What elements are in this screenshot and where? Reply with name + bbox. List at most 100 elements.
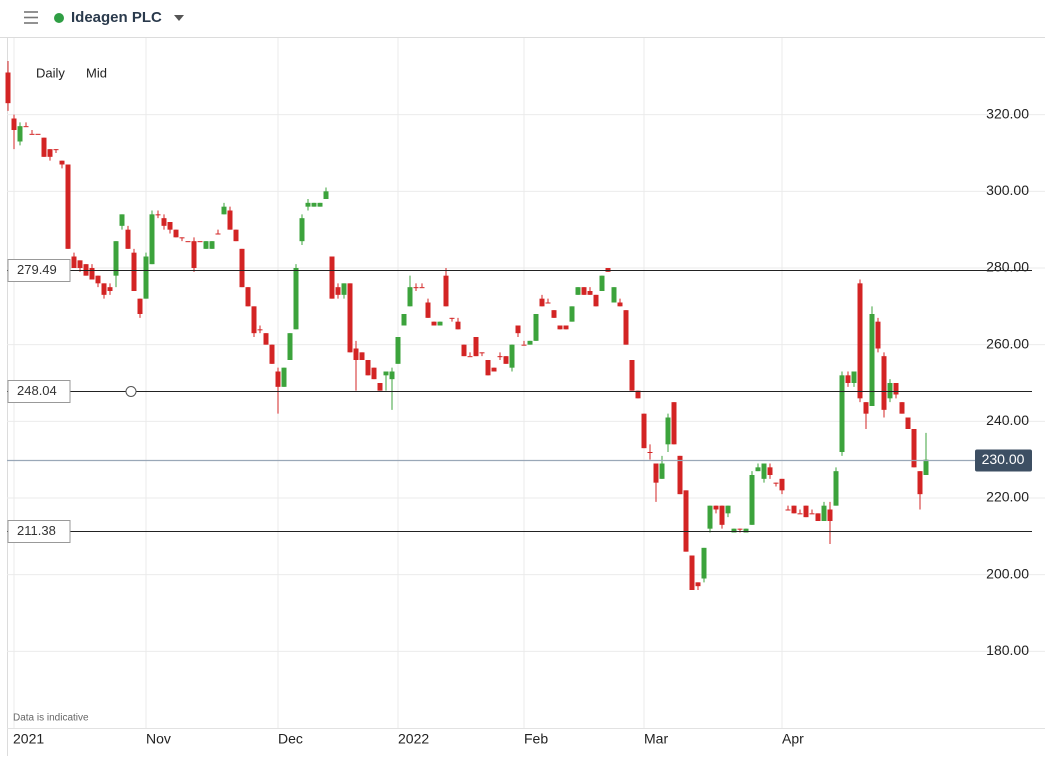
candle-body: [455, 321, 461, 330]
candle-body: [809, 513, 815, 515]
x-tick-label: Apr: [782, 731, 804, 747]
x-tick-label: Mar: [644, 731, 668, 747]
candle-body: [785, 509, 791, 511]
candle-body: [41, 137, 47, 157]
level-label-box: [7, 380, 71, 403]
candle-body: [485, 360, 491, 376]
candle-body: [869, 314, 875, 406]
candle-body: [419, 287, 425, 289]
candle-body: [563, 325, 569, 330]
candle-body: [17, 126, 23, 142]
candle-body: [35, 133, 41, 135]
candle-body: [407, 287, 413, 307]
candle-body: [443, 275, 449, 307]
candle-body: [743, 528, 749, 533]
candle-body: [881, 356, 887, 410]
candle-body: [635, 390, 641, 399]
x-tick-label: Dec: [278, 731, 303, 747]
candle-body: [677, 455, 683, 495]
candle-body: [5, 72, 11, 104]
candle-body: [623, 310, 629, 345]
candle-body: [389, 371, 395, 380]
candle-body: [317, 202, 323, 207]
candle-body: [491, 367, 497, 372]
candle-body: [395, 337, 401, 364]
candle-body: [137, 298, 143, 314]
candle-body: [863, 402, 869, 414]
candle-body: [821, 505, 827, 521]
dropdown-caret[interactable]: [174, 15, 184, 21]
candle-body: [815, 513, 821, 521]
candle-body: [917, 471, 923, 495]
candle-body: [707, 505, 713, 529]
candle-body: [347, 283, 353, 353]
candle-body: [293, 268, 299, 330]
overlay: 180.00 200.00 220.00 240.00 260.00 280.00 300.…: [7, 105, 1032, 747]
candle-body: [173, 229, 179, 238]
candle-body: [887, 383, 893, 399]
y-tick-label: 180.00: [986, 642, 1029, 658]
candle-body: [893, 383, 899, 395]
candle-body: [731, 528, 737, 533]
instrument-title[interactable]: Ideagen PLC: [71, 9, 162, 26]
candle-body: [911, 429, 917, 468]
candle-body: [779, 478, 785, 491]
x-tick-label: 2022: [398, 731, 429, 747]
candle-body: [329, 256, 335, 299]
candle-body: [239, 248, 245, 288]
level-label-box: [7, 259, 71, 282]
candle-body: [719, 505, 725, 525]
candle-body: [755, 467, 761, 472]
candle-body: [53, 149, 59, 151]
candle-body: [791, 505, 797, 514]
candle-body: [281, 367, 287, 387]
candle-body: [341, 283, 347, 295]
candle-body: [305, 202, 311, 207]
candle-body: [209, 241, 215, 249]
candle-body: [839, 375, 845, 452]
y-tick-label: 240.00: [986, 412, 1029, 428]
status-dot: [54, 13, 64, 23]
candle-body: [725, 505, 731, 514]
candle-body: [851, 371, 857, 383]
candle-body: [611, 287, 617, 303]
price-type-label[interactable]: Mid: [86, 65, 107, 80]
menu-icon[interactable]: [24, 11, 38, 24]
candle-body: [221, 206, 227, 215]
y-tick-label: 260.00: [986, 335, 1029, 351]
x-tick-label: Feb: [524, 731, 548, 747]
candle-body: [59, 160, 65, 165]
candle-body: [191, 241, 197, 268]
candle-body: [449, 317, 455, 319]
interval-label[interactable]: Daily: [36, 65, 65, 80]
candle-body: [557, 325, 563, 330]
candle-body: [89, 268, 95, 280]
candle-body: [461, 344, 467, 357]
candle-body: [359, 352, 365, 360]
candle-body: [425, 302, 431, 318]
candle-body: [131, 252, 137, 291]
candle-body: [581, 287, 587, 295]
indicative-note: Data is indicative: [13, 713, 89, 724]
candle-body: [83, 264, 89, 276]
y-tick-label: 200.00: [986, 565, 1029, 581]
candle-body: [335, 287, 341, 295]
candle-body: [323, 191, 329, 199]
level-handle: [125, 386, 137, 397]
candle-body: [95, 275, 101, 284]
candle-body: [77, 260, 83, 268]
candle-body: [275, 371, 281, 387]
candle-body: [683, 490, 689, 552]
candle-body: [353, 348, 359, 360]
candle-body: [857, 283, 863, 399]
y-tick-label: 220.00: [986, 489, 1029, 505]
candles: [5, 61, 929, 590]
candle-body: [47, 149, 53, 157]
level-label: 248.04: [17, 383, 57, 398]
candle-body: [431, 321, 437, 326]
candle-body: [689, 555, 695, 590]
candle-body: [641, 413, 647, 449]
candle-body: [11, 118, 17, 130]
